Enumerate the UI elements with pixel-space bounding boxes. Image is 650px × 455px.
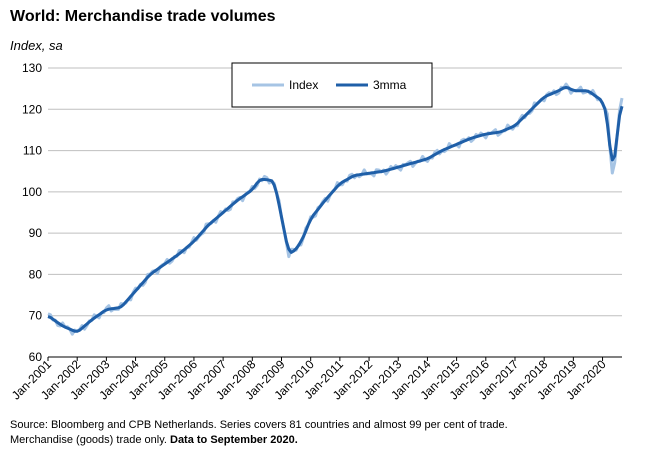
y-tick-label: 80 xyxy=(29,267,43,281)
source-text-line2: Merchandise (goods) trade only. xyxy=(10,434,167,446)
legend-label-3mma: 3mma xyxy=(373,78,407,92)
legend-label-index: Index xyxy=(289,78,318,92)
series-lines xyxy=(47,82,624,336)
y-tick-label: 100 xyxy=(22,185,42,199)
y-axis-label: Index, sa xyxy=(10,38,63,53)
chart-title: World: Merchandise trade volumes xyxy=(10,8,276,25)
x-tick-labels: Jan-2001Jan-2002Jan-2003Jan-2004Jan-2005… xyxy=(9,357,609,403)
series-line-index xyxy=(47,82,624,336)
y-tick-label: 60 xyxy=(29,350,43,364)
y-tick-label: 130 xyxy=(22,61,42,75)
series-line-3mma xyxy=(47,86,624,333)
y-tick-label: 110 xyxy=(23,144,42,158)
source-note: Source: Bloomberg and CPB Netherlands. S… xyxy=(10,418,630,448)
y-tick-label: 120 xyxy=(22,102,42,116)
data-cutoff-note: Data to September 2020. xyxy=(170,434,298,446)
y-tick-label: 70 xyxy=(29,309,43,323)
y-tick-labels: 60 70 80 90 100 110 120 130 xyxy=(22,61,42,364)
y-tick-label: 90 xyxy=(29,226,43,240)
legend: Index 3mma xyxy=(231,62,433,108)
gridlines xyxy=(48,67,622,358)
line-chart: 60 70 80 90 100 110 120 130 Jan-2001Jan-2002Jan… xyxy=(9,61,624,403)
source-text: Source: Bloomberg and CPB Netherlands. S… xyxy=(10,419,508,431)
